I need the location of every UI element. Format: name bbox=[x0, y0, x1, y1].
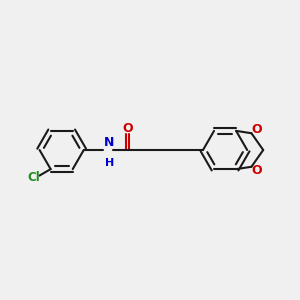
Text: O: O bbox=[122, 122, 133, 135]
Text: O: O bbox=[251, 164, 262, 177]
Text: Cl: Cl bbox=[28, 171, 40, 184]
Text: N: N bbox=[104, 136, 115, 149]
Text: O: O bbox=[251, 123, 262, 136]
Text: H: H bbox=[105, 158, 114, 168]
